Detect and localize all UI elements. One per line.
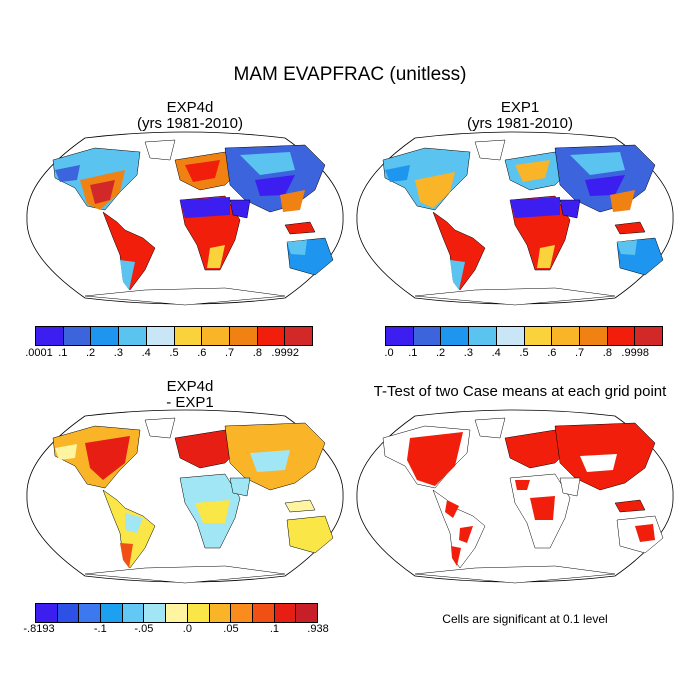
colorbar-swatch <box>413 327 442 345</box>
colorbar-swatch <box>229 327 258 345</box>
map-exp4d <box>26 131 344 306</box>
colorbar-tick-label: .05 <box>223 623 239 635</box>
colorbar-swatch <box>257 327 286 345</box>
colorbar-swatch <box>552 327 580 345</box>
colorbar-tick-label: .5 <box>519 347 529 359</box>
colorbar-difference-labels: -.8193 -.1 -.05 .0 .05 .1 .938 <box>23 623 328 637</box>
panel-title-ttest: T-Test of two Case means at each grid po… <box>355 384 685 400</box>
colorbar-exp4d <box>35 326 313 346</box>
colorbar-tick-label: .7 <box>225 347 235 359</box>
colorbar-swatch <box>57 604 80 622</box>
colorbar-tick-label: .4 <box>141 347 151 359</box>
panel-title-line2: (yrs 1981-2010) <box>467 115 573 132</box>
colorbar-swatch <box>101 604 123 622</box>
panel-title-line2: - EXP1 <box>166 394 214 411</box>
panel-title-line1: T-Test of two Case means at each grid po… <box>373 383 667 400</box>
colorbar-swatch <box>524 327 553 345</box>
colorbar-swatch <box>202 327 230 345</box>
colorbar-tick-label: .1 <box>269 623 280 635</box>
map-ttest-significance <box>356 409 674 584</box>
colorbar-swatch <box>209 604 232 622</box>
colorbar-tick-label: .2 <box>86 347 96 359</box>
colorbar-swatch <box>174 327 203 345</box>
colorbar-swatch <box>607 327 636 345</box>
colorbar-swatch <box>166 604 188 622</box>
colorbar-tick-label: .5 <box>169 347 179 359</box>
colorbar-tick-label: .0 <box>182 623 192 635</box>
colorbar-swatch <box>63 327 92 345</box>
colorbar-swatch <box>119 327 147 345</box>
colorbar-tick-label: .9992 <box>271 347 299 359</box>
panel-title-exp1: EXP1 (yrs 1981-2010) <box>360 100 680 132</box>
colorbar-tick-label: .4 <box>491 347 501 359</box>
colorbar-tick-label: .938 <box>307 623 329 635</box>
colorbar-tick-label: .0 <box>384 347 394 359</box>
colorbar-tick-label: .3 <box>113 347 123 359</box>
colorbar-exp4d-labels: .0001 .1 .2 .3 .4 .5 .6 .7 .8 .9992 <box>25 347 313 361</box>
colorbar-swatch <box>231 604 253 622</box>
colorbar-swatch <box>144 604 167 622</box>
colorbar-swatch <box>496 327 525 345</box>
colorbar-tick-label: .6 <box>197 347 207 359</box>
panel-title-line1: EXP4d <box>166 99 214 116</box>
colorbar-tick-label: .8 <box>602 347 612 359</box>
colorbar-tick-label: .9998 <box>621 347 649 359</box>
colorbar-tick-label: .7 <box>575 347 585 359</box>
panel-title-difference: EXP4d - EXP1 <box>30 379 350 411</box>
colorbar-tick-label: .8 <box>252 347 262 359</box>
colorbar-swatch <box>36 327 64 345</box>
colorbar-tick-label: .1 <box>58 347 68 359</box>
significance-note: Cells are significant at 0.1 level <box>442 612 608 626</box>
colorbar-tick-label: .0001 <box>25 347 53 359</box>
colorbar-swatch <box>187 604 210 622</box>
colorbar-swatch <box>285 327 313 345</box>
colorbar-swatch <box>469 327 497 345</box>
colorbar-swatch <box>386 327 414 345</box>
colorbar-tick-label: -.05 <box>134 623 154 635</box>
colorbar-swatch <box>122 604 145 622</box>
colorbar-tick-label: -.8193 <box>23 623 55 635</box>
colorbar-swatch <box>441 327 470 345</box>
colorbar-swatch <box>146 327 175 345</box>
colorbar-swatch <box>91 327 120 345</box>
colorbar-swatch <box>252 604 275 622</box>
colorbar-tick-label: .2 <box>436 347 446 359</box>
panel-title-line1: EXP4d <box>166 378 214 395</box>
colorbar-tick-label: .6 <box>547 347 557 359</box>
figure-title: MAM EVAPFRAC (unitless) <box>233 64 467 85</box>
colorbar-swatch <box>79 604 102 622</box>
colorbar-tick-label: -.1 <box>93 623 107 635</box>
map-difference <box>26 409 344 584</box>
colorbar-swatch <box>579 327 608 345</box>
panel-title-line1: EXP1 <box>500 99 540 116</box>
colorbar-difference <box>35 603 318 623</box>
colorbar-swatch <box>296 604 317 622</box>
panel-title-exp4d: EXP4d (yrs 1981-2010) <box>30 100 350 132</box>
colorbar-swatch <box>274 604 297 622</box>
colorbar-tick-label: .3 <box>463 347 473 359</box>
map-exp1 <box>356 131 674 306</box>
colorbar-exp1-labels: .0 .1 .2 .3 .4 .5 .6 .7 .8 .9998 <box>384 347 663 361</box>
colorbar-exp1 <box>385 326 663 346</box>
colorbar-tick-label: .1 <box>408 347 418 359</box>
colorbar-swatch <box>635 327 663 345</box>
panel-title-line2: (yrs 1981-2010) <box>137 115 243 132</box>
colorbar-swatch <box>36 604 58 622</box>
